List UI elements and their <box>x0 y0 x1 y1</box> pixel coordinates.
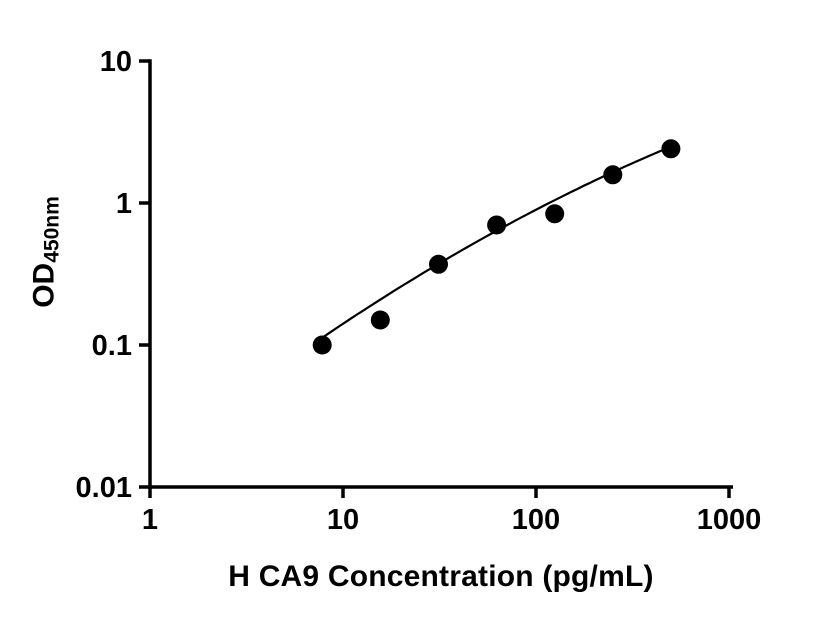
data-point <box>487 215 507 235</box>
data-point <box>661 139 681 159</box>
y-axis-title: OD450nm <box>28 196 65 308</box>
data-points-group <box>312 139 681 355</box>
data-point <box>370 310 390 330</box>
data-point <box>545 204 565 224</box>
y-axis-title-main: OD <box>27 262 61 308</box>
x-tick-label: 1 <box>142 504 158 536</box>
y-tick-label: 0.01 <box>76 472 132 504</box>
y-axis-title-sub: 450nm <box>40 196 64 263</box>
x-axis-title: H CA9 Concentration (pg/mL) <box>228 560 654 593</box>
y-tick-label: 1 <box>116 188 132 220</box>
data-point <box>603 165 623 185</box>
x-tick-label: 100 <box>512 504 560 536</box>
x-tick-label: 10 <box>327 504 359 536</box>
y-tick-label: 10 <box>100 46 132 78</box>
axis-tick-labels: 1 10 100 1000 10 1 0.1 0.01 <box>76 46 762 536</box>
x-tick-label: 1000 <box>697 504 762 536</box>
data-point <box>429 254 448 274</box>
axis-ticks <box>139 59 731 498</box>
y-tick-label: 0.1 <box>92 330 132 362</box>
data-point <box>312 335 332 355</box>
axes <box>148 59 733 489</box>
